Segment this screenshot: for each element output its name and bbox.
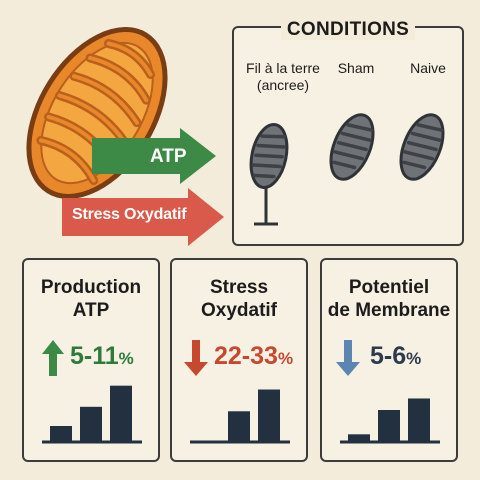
metric-card-membrane-potential: Potentiel de Membrane 5-6%	[320, 258, 458, 462]
bar-1	[50, 426, 72, 442]
bar-3	[258, 389, 280, 442]
metric-title: Production ATP	[40, 277, 142, 321]
metric-title: Stress Oxydatif	[200, 277, 278, 321]
bar-2	[80, 406, 102, 442]
arrow-down-icon	[184, 340, 208, 376]
bar-1	[348, 434, 370, 442]
metric-bar-chart	[42, 385, 142, 444]
condition-label-naive: Naive	[410, 60, 446, 76]
condition-label-sham: Sham	[337, 60, 375, 76]
atp-arrow	[92, 128, 216, 184]
grounded-mitochondrion-icon	[249, 123, 289, 226]
metric-title: Potentiel de Membrane	[327, 277, 451, 321]
metric-card-atp-production: Production ATP 5-11%	[22, 258, 160, 462]
metric-bar-chart	[190, 389, 290, 444]
bar-2	[378, 410, 400, 442]
metric-bar-chart	[340, 398, 440, 444]
atp-arrow-label: ATP	[150, 146, 187, 167]
arrow-down-icon	[336, 340, 360, 376]
metric-value: 5-6%	[370, 342, 422, 370]
conditions-title: CONDITIONS	[240, 19, 456, 41]
condition-label-grounded: Fil à la terre (ancree)	[246, 60, 320, 93]
arrow-up-icon	[42, 340, 64, 376]
bar-3	[408, 398, 430, 442]
naive-mitochondrion-icon	[399, 113, 445, 181]
stress-arrow	[62, 188, 224, 246]
bar-2	[228, 411, 250, 442]
metric-value: 22-33%	[214, 342, 294, 370]
sham-mitochondrion-icon	[329, 113, 375, 181]
metric-card-oxidative-stress: Stress Oxydatif 22-33%	[170, 258, 308, 462]
bar-3	[110, 385, 132, 442]
stress-arrow-label: Stress Oxydatif	[72, 206, 187, 223]
metric-value: 5-11%	[70, 342, 134, 370]
